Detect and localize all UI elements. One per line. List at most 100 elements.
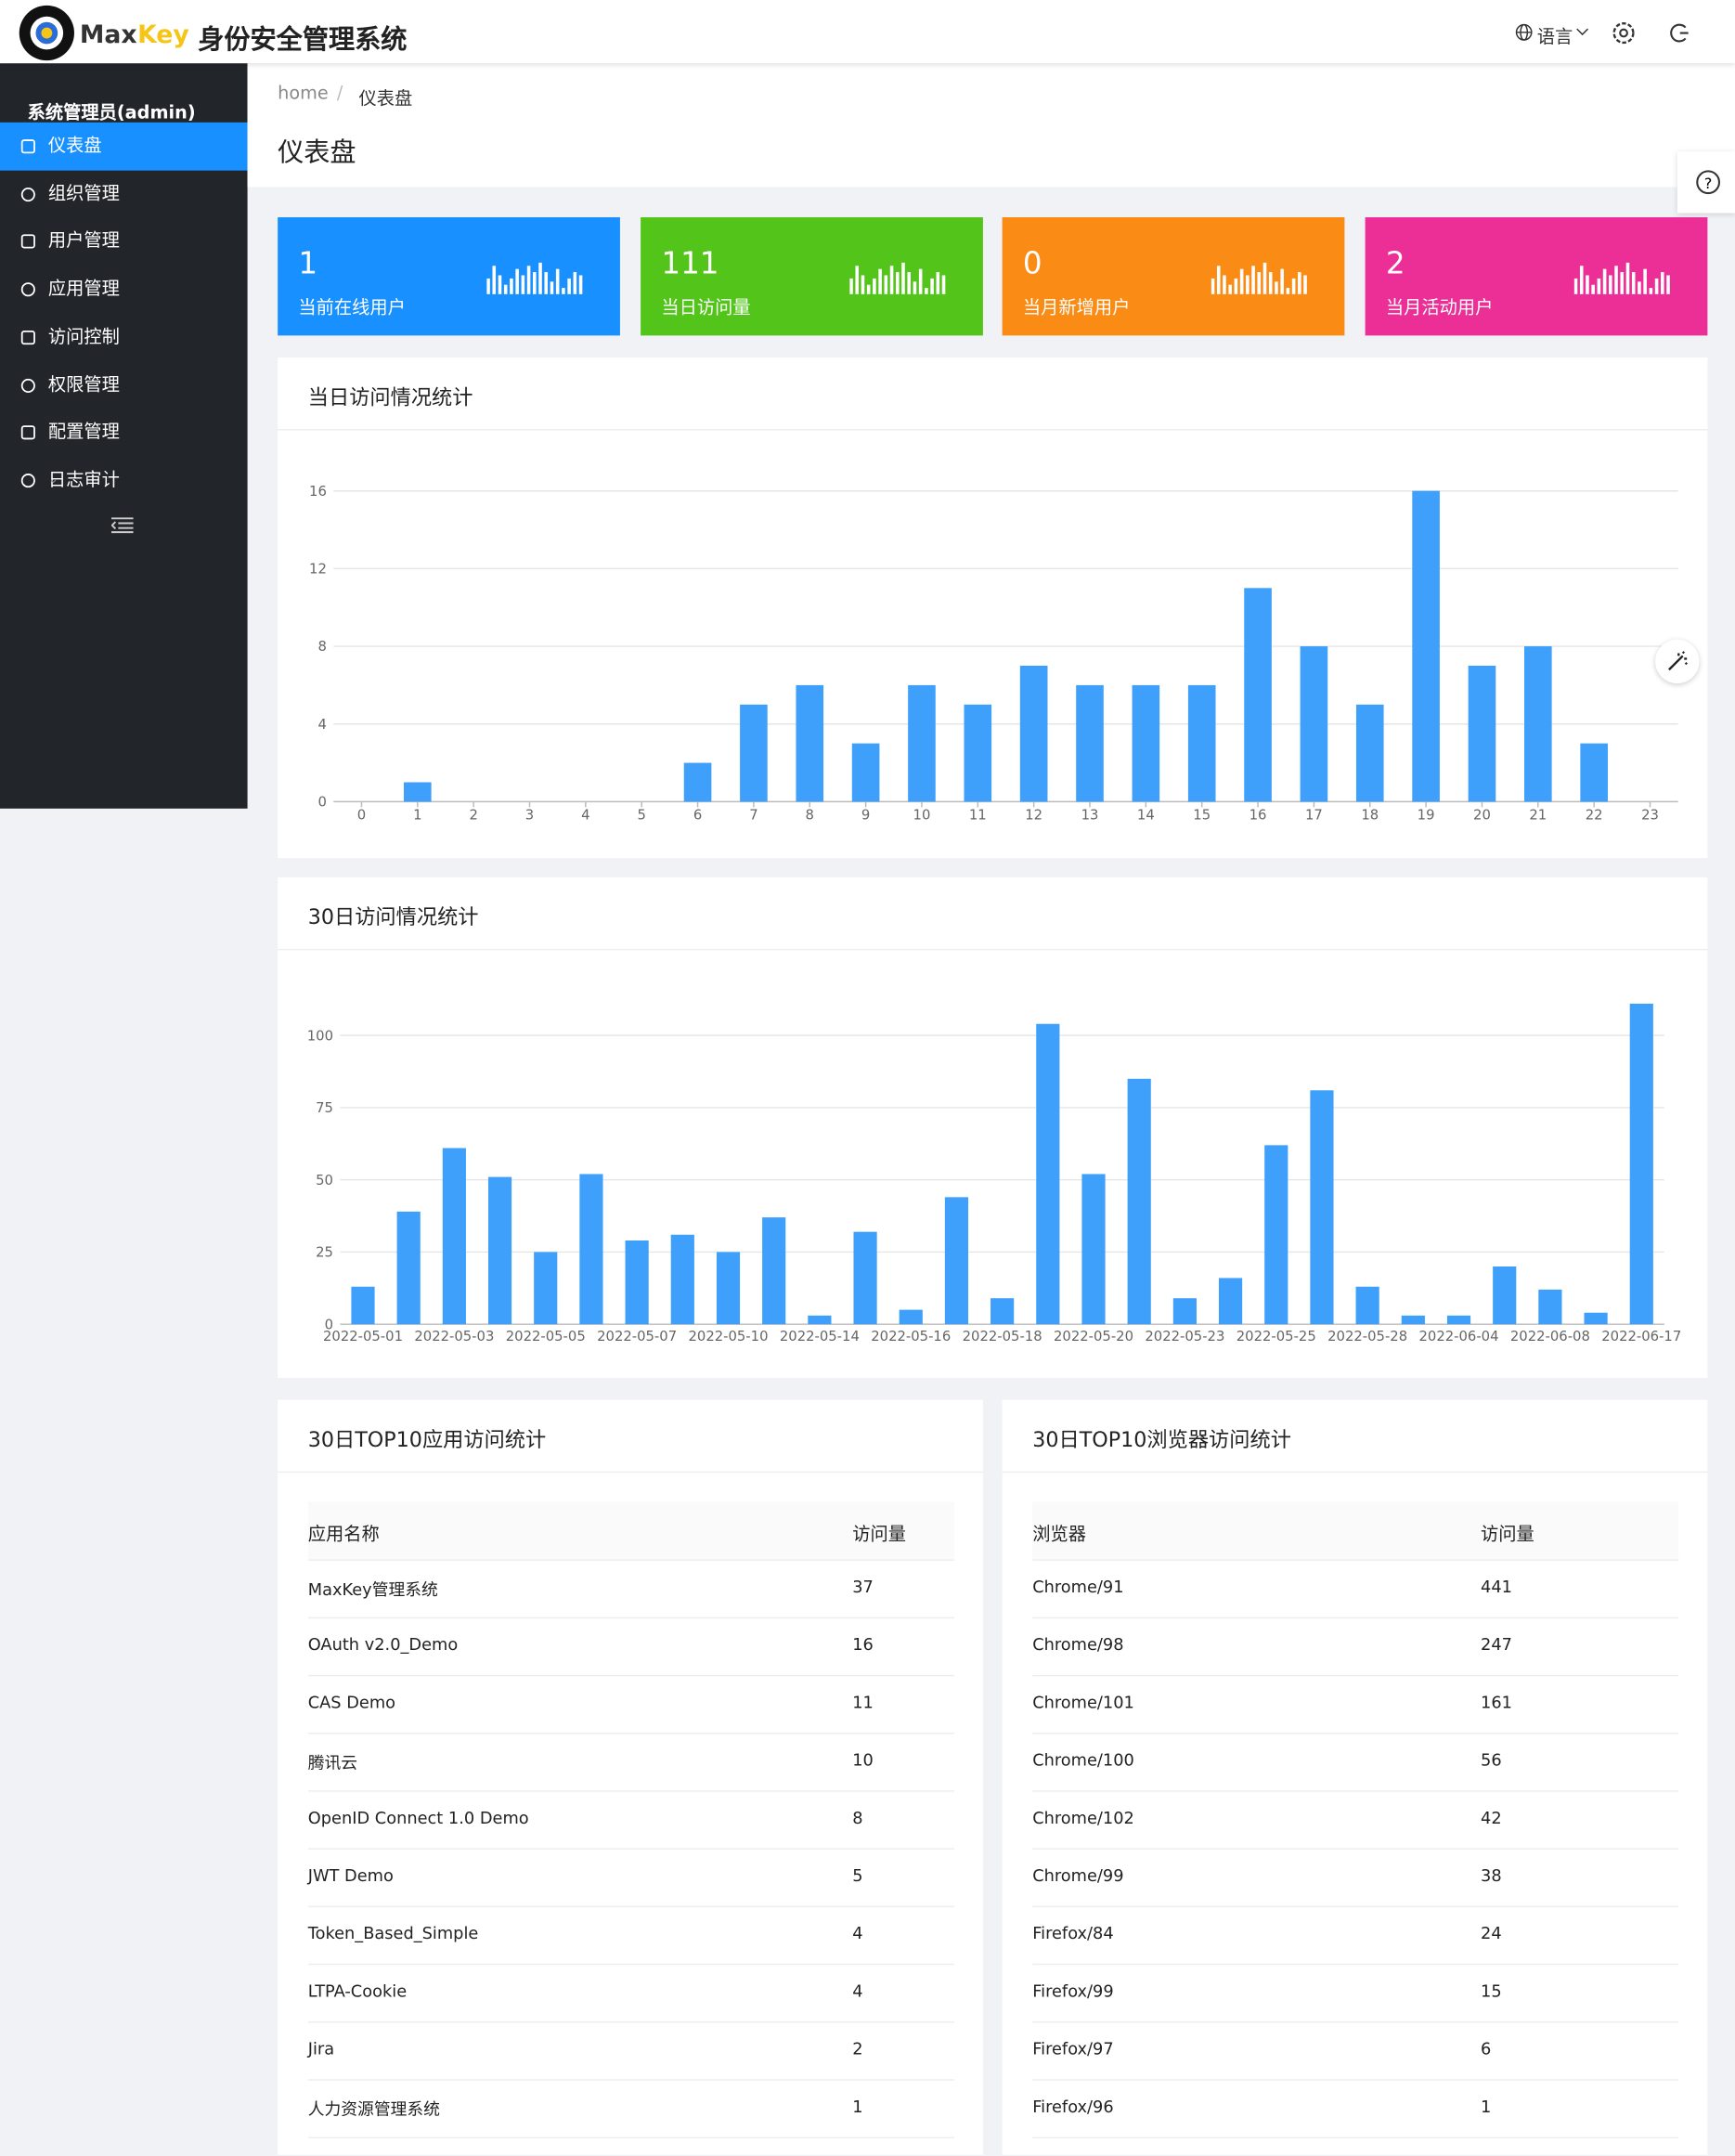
bar	[1412, 490, 1440, 802]
icon-shape	[20, 139, 35, 154]
bar	[1218, 1278, 1243, 1325]
x-tick-label: 2022-05-25	[1237, 1329, 1316, 1344]
column-header: 访问量	[852, 1525, 906, 1546]
breadcrumb-link[interactable]: home	[278, 84, 329, 105]
menu-icon	[20, 139, 35, 154]
page-header: home / 仪表盘 仪表盘	[247, 63, 1735, 188]
menu-item[interactable]: 组织管理	[0, 170, 248, 218]
menu-label: 用户管理	[47, 231, 120, 253]
stat-value: 111	[661, 247, 719, 282]
x-tick-label: 15	[1193, 808, 1211, 824]
sparkline-icon	[486, 262, 583, 294]
table-cell: Firefox/97	[1032, 2039, 1114, 2059]
menu-icon	[20, 425, 35, 440]
y-tick-label: 16	[309, 484, 327, 500]
bar	[1629, 1003, 1653, 1325]
x-tick-label: 2022-05-14	[780, 1329, 860, 1344]
x-tick-label: 6	[693, 808, 702, 824]
app-title: 身份安全管理系统	[198, 24, 408, 56]
x-tick-label: 2022-05-05	[506, 1329, 586, 1344]
menu-item[interactable]: 用户管理	[0, 218, 248, 266]
table-cell: Chrome/100	[1032, 1750, 1134, 1771]
bar	[1584, 1312, 1608, 1325]
bar	[1019, 665, 1048, 802]
bar	[1036, 1023, 1060, 1325]
bar	[396, 1211, 421, 1325]
bar	[808, 1315, 832, 1325]
y-tick-label: 4	[317, 717, 326, 733]
table-header: 浏览器 访问量	[1032, 1501, 1679, 1561]
spark-bar	[498, 275, 502, 294]
y-tick-label: 25	[316, 1245, 333, 1261]
magic-button[interactable]	[1655, 639, 1700, 684]
x-tick-label: 2022-05-18	[963, 1329, 1042, 1344]
bar	[1580, 743, 1608, 802]
menu-item[interactable]: 应用管理	[0, 266, 248, 314]
x-tick-label: 4	[581, 808, 589, 824]
table-cell: Chrome/101	[1032, 1693, 1134, 1712]
spark-bar	[1631, 272, 1636, 294]
table-cell: 2	[852, 2039, 863, 2059]
spark-bar	[578, 275, 583, 294]
spark-bar	[1216, 266, 1221, 294]
table-cell: OAuth v2.0_Demo	[307, 1634, 459, 1655]
table-cell: 6	[1481, 2039, 1492, 2059]
submenu-arrow: ⌄	[47, 473, 59, 487]
stat-card: 111 当日访问量	[641, 216, 983, 336]
table-cell: 4	[852, 1981, 863, 2001]
x-tick-label: 20	[1473, 808, 1491, 824]
menu-item[interactable]: 权限管理 ⌄	[0, 361, 248, 409]
y-tick-label: 0	[317, 795, 326, 811]
menu-label: 组织管理	[47, 183, 120, 205]
menu-label: 权限管理	[47, 374, 120, 396]
x-tick-label: 19	[1418, 808, 1435, 824]
logout-icon[interactable]	[1669, 22, 1691, 45]
x-tick-label: 2022-05-20	[1054, 1329, 1133, 1344]
menu-item[interactable]: 配置管理 ⌄	[0, 409, 248, 457]
x-tick-label: 23	[1641, 808, 1659, 824]
stat-card: 0 当月新增用户	[1002, 216, 1345, 336]
spark-bar	[1597, 278, 1601, 294]
table-row: 人力资源管理系统 1	[307, 2079, 954, 2138]
spark-bar	[521, 275, 525, 294]
table-cell: 247	[1481, 1634, 1512, 1655]
language-switch[interactable]: 语言	[1536, 27, 1573, 48]
spark-bar	[1303, 275, 1307, 294]
spark-bar	[1239, 268, 1244, 294]
table-cell: JWT Demo	[307, 1865, 394, 1886]
bar	[1355, 1286, 1379, 1325]
stat-card: 1 当前在线用户	[278, 216, 620, 336]
spark-bar	[941, 275, 946, 294]
bar	[1310, 1090, 1334, 1325]
table-cell: 8	[852, 1808, 863, 1828]
sparkline-icon	[849, 262, 946, 294]
help-button[interactable]: ?	[1677, 150, 1735, 214]
x-tick-label: 17	[1305, 808, 1323, 824]
bar	[1538, 1289, 1562, 1325]
menu-item[interactable]: 仪表盘	[0, 122, 248, 171]
spark-bar	[1649, 288, 1653, 294]
spark-bar	[567, 278, 571, 294]
collapse-icon[interactable]	[110, 517, 134, 534]
table-cell: MaxKey管理系统	[307, 1579, 438, 1600]
stat-label: 当月活动用户	[1385, 298, 1494, 319]
spark-bar	[918, 268, 923, 294]
bar	[1132, 684, 1160, 802]
stat-label: 当月新增用户	[1022, 298, 1131, 319]
table-row: CAS Demo 11	[307, 1675, 954, 1734]
menu-item[interactable]: 日志审计 ⌄	[0, 457, 248, 505]
table-row: Chrome/99 38	[1032, 1848, 1679, 1908]
table-title: 30日TOP10浏览器访问统计	[1032, 1427, 1291, 1452]
y-tick-label: 50	[316, 1173, 333, 1188]
spark-bar	[503, 284, 508, 294]
x-tick-label: 2022-06-04	[1419, 1329, 1499, 1344]
table-row: Firefox/84 24	[1032, 1906, 1679, 1966]
spark-bar	[1591, 284, 1595, 294]
menu-item[interactable]: 访问控制 ⌄	[0, 313, 248, 361]
spark-bar	[1661, 272, 1664, 294]
icon-shape	[20, 473, 35, 487]
globe-icon[interactable]	[1515, 23, 1533, 41]
table-row: Chrome/91 441	[1032, 1559, 1679, 1619]
table-cell: CAS Demo	[307, 1693, 396, 1712]
settings-icon[interactable]	[1612, 20, 1637, 45]
